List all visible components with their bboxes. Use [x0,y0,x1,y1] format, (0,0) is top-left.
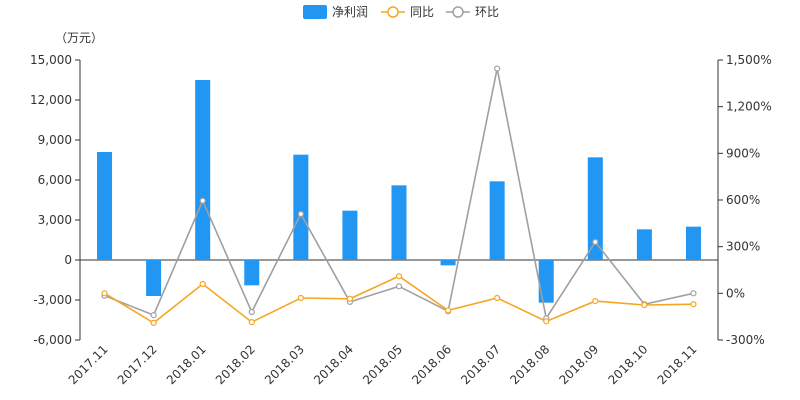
point-yoy [444,307,452,314]
left-axis-unit-label: （万元） [55,31,103,45]
point-mom [297,210,304,218]
right-tick-label: 1,200% [726,100,772,114]
x-tick-label: 2018.03 [262,342,307,387]
x-tick-label: 2018.10 [606,342,651,387]
bar-net-profit [146,260,162,296]
point-yoy [199,280,206,288]
legend-marker-yoy [387,6,399,18]
point-mom [690,290,697,297]
point-yoy [543,318,550,325]
right-tick-label: 600% [726,193,760,207]
bar-series-net-profit [97,80,701,303]
point-mom [199,197,206,204]
x-tick-label: 2017.11 [66,342,111,387]
left-tick-label: -3,000 [33,293,72,307]
point-yoy [150,319,157,326]
legend-marker-mom [452,6,464,18]
point-mom [395,283,403,290]
x-tick-label: 2018.01 [164,342,209,387]
x-tick-label: 2017.12 [115,342,160,387]
point-yoy [592,298,599,305]
legend-label-net-profit: 净利润 [332,5,368,19]
point-yoy [248,319,255,326]
right-tick-label: -300% [726,333,765,347]
bar-net-profit [538,260,554,303]
bar-net-profit [97,152,113,260]
bar-net-profit [391,185,407,260]
right-tick-label: 300% [726,240,760,254]
x-tick-label: 2018.09 [556,342,601,387]
legend-label-mom: 环比 [475,5,499,19]
left-tick-label: 3,000 [38,213,72,227]
bar-net-profit [342,210,358,260]
x-tick-label: 2018.05 [360,342,405,387]
point-yoy [395,273,403,280]
bar-net-profit [244,260,260,286]
point-mom [150,312,157,319]
x-tick-label: 2018.04 [311,342,356,387]
left-tick-label: 6,000 [38,173,72,187]
x-tick-label: 2018.07 [458,342,503,387]
point-yoy [494,294,501,302]
right-tick-label: 900% [726,146,760,160]
bar-net-profit [195,80,211,260]
x-tick-label: 2018.08 [507,342,552,387]
x-tick-label: 2018.11 [655,342,700,387]
bar-net-profit [489,181,505,260]
left-tick-label: 12,000 [30,93,72,107]
point-mom [494,65,501,72]
bar-net-profit [587,157,603,260]
left-tick-label: 0 [64,253,72,267]
left-tick-label: 9,000 [38,133,72,147]
point-yoy [297,294,304,302]
point-yoy [690,301,697,308]
bar-net-profit [685,226,701,260]
line-series [101,65,697,326]
left-tick-label: 15,000 [30,53,72,67]
legend-swatch-net-profit [303,5,327,19]
point-mom [248,308,255,316]
point-yoy [346,295,354,302]
point-yoy [101,290,108,297]
x-tick-label: 2018.06 [409,342,454,387]
x-axis-labels: 2017.11 2017.12 2018.01 2018.02 2018.03 2018.… [66,342,700,387]
bar-net-profit [293,154,309,260]
line-yoy [104,275,694,324]
x-tick-label: 2018.02 [213,342,258,387]
point-yoy [641,301,648,309]
left-tick-label: -6,000 [33,333,72,347]
bar-net-profit [636,229,652,260]
right-tick-label: 1,500% [726,53,772,67]
right-tick-label: 0% [726,286,745,300]
legend-label-yoy: 同比 [410,5,434,19]
point-mom [592,238,599,246]
legend: 净利润 同比 环比 [303,5,499,19]
bar-net-profit [440,260,456,266]
